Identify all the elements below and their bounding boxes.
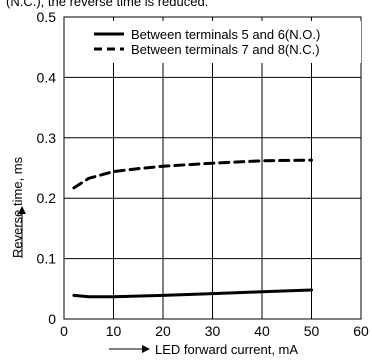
legend-label-1: Between terminals 5 and 6(N.O.): [131, 27, 320, 42]
series-line-1: [72, 288, 313, 299]
x-tick-label-40: 40: [254, 323, 270, 339]
plot-frame: [63, 16, 362, 320]
x-tick-label-20: 20: [155, 323, 171, 339]
x-axis-label: LED forward current, mA: [155, 342, 298, 357]
y-tick-label-0.4: 0.4: [37, 69, 57, 85]
y-tick-label-0.5: 0.5: [37, 9, 57, 25]
legend-label-2: Between terminals 7 and 8(N.C.): [131, 42, 320, 57]
legend-box: [91, 21, 361, 63]
y-axis-arrow-head: [18, 206, 26, 214]
y-tick-label-0: 0: [48, 311, 56, 327]
x-axis-arrow-head: [142, 345, 150, 353]
x-tick-label-60: 60: [353, 323, 369, 339]
y-axis-label: Reverse time, ms: [10, 156, 25, 258]
y-tick-label-0.3: 0.3: [37, 130, 57, 146]
series-line-2: [72, 158, 313, 190]
y-tick-label-0.2: 0.2: [37, 190, 57, 206]
x-tick-label-0: 0: [60, 323, 68, 339]
x-tick-label-30: 30: [205, 323, 221, 339]
y-tick-label-0.1: 0.1: [37, 251, 57, 267]
x-tick-label-10: 10: [106, 323, 122, 339]
top-partial-text: (N.C.), the reverse time is reduced.: [6, 0, 208, 9]
x-tick-label-50: 50: [304, 323, 320, 339]
